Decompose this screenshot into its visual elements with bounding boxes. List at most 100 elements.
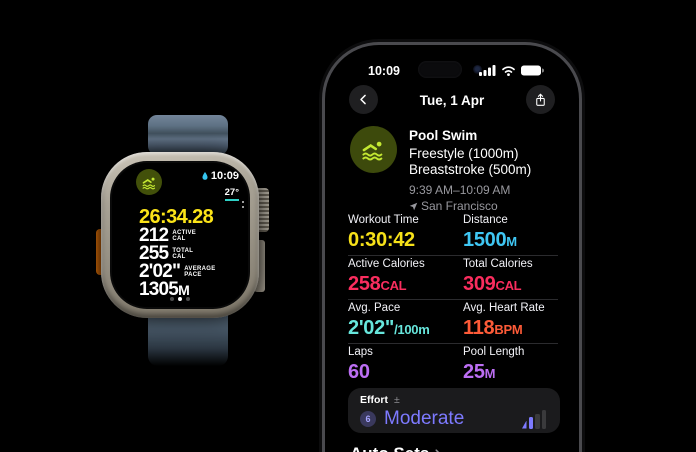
metric-value: 2'02"/100m bbox=[348, 317, 430, 339]
swimmer-icon bbox=[362, 141, 383, 161]
watch-metrics: 26:34.28 212 ACTIVE CAL 255 TOTAL CAL bbox=[139, 206, 216, 300]
metric-pool-length: Pool Length 25M bbox=[463, 344, 558, 387]
metric-value: 255 bbox=[139, 243, 169, 264]
share-icon bbox=[536, 93, 545, 106]
workout-detail-1: Freestyle (1000m) bbox=[409, 146, 519, 161]
metric-label: AVERAGE PACE bbox=[184, 265, 216, 279]
phone-volume-down-button bbox=[321, 202, 324, 230]
separator bbox=[348, 343, 558, 344]
metric-label: Active Calories bbox=[348, 258, 425, 270]
metric-label: Workout Time bbox=[348, 214, 419, 226]
metric-value: 1500M bbox=[463, 229, 517, 251]
effort-label: Effort bbox=[360, 394, 388, 406]
watch-metric-total-cal: 255 TOTAL CAL bbox=[139, 243, 216, 264]
effort-card[interactable]: Effort ± 6 Moderate bbox=[348, 388, 560, 433]
metric-value: 258CAL bbox=[348, 273, 407, 295]
metric-value: 1305 bbox=[139, 279, 179, 300]
effort-bars-icon bbox=[522, 409, 546, 429]
phone-side-button bbox=[580, 203, 583, 263]
metrics-grid: Workout Time 0:30:42 Distance 1500M Acti… bbox=[348, 212, 558, 387]
watch-page-indicator bbox=[112, 297, 248, 301]
page-title: Tue, 1 Apr bbox=[419, 93, 485, 108]
separator bbox=[348, 255, 558, 256]
metrics-row: Workout Time 0:30:42 Distance 1500M bbox=[348, 212, 558, 255]
elapsed-time: 26:34.28 bbox=[139, 206, 214, 228]
metric-avg-pace: Avg. Pace 2'02"/100m bbox=[348, 300, 463, 343]
metric-unit: M bbox=[178, 282, 190, 298]
metric-total-calories: Total Calories 309CAL bbox=[463, 256, 558, 299]
metrics-row: Avg. Pace 2'02"/100m Avg. Heart Rate 118… bbox=[348, 300, 558, 343]
share-button[interactable] bbox=[526, 85, 555, 114]
workout-details: Freestyle (1000m) Breaststroke (500m) bbox=[409, 146, 531, 177]
wifi-icon bbox=[502, 66, 515, 76]
effort-adjust-icon: ± bbox=[394, 394, 400, 406]
workout-location-row: San Francisco bbox=[409, 199, 531, 213]
swimmer-icon bbox=[142, 177, 155, 189]
metric-laps: Laps 60 bbox=[348, 344, 463, 387]
phone-screen: 10:09 bbox=[332, 52, 572, 452]
metric-label: Avg. Heart Rate bbox=[463, 302, 545, 314]
workout-location: San Francisco bbox=[421, 199, 498, 213]
watch-side-button bbox=[254, 240, 265, 292]
metric-label: Distance bbox=[463, 214, 508, 226]
metrics-row: Active Calories 258CAL Total Calories 30… bbox=[348, 256, 558, 299]
phone-volume-up-button bbox=[321, 168, 324, 196]
metric-value: 2'02" bbox=[139, 261, 181, 282]
water-temperature: 27° bbox=[224, 187, 239, 201]
metric-label: Total Calories bbox=[463, 258, 533, 270]
metric-value: 25M bbox=[463, 361, 496, 383]
separator bbox=[348, 299, 558, 300]
workout-summary: Pool Swim Freestyle (1000m) Breaststroke… bbox=[409, 128, 531, 213]
metric-active-calories: Active Calories 258CAL bbox=[348, 256, 463, 299]
status-icons bbox=[479, 65, 544, 76]
watch-band-top bbox=[148, 115, 228, 155]
metric-value: 60 bbox=[348, 361, 370, 383]
metric-label: Laps bbox=[348, 346, 373, 358]
iphone: 10:09 bbox=[321, 45, 583, 452]
metric-workout-time: Workout Time 0:30:42 bbox=[348, 212, 463, 255]
workout-avatar bbox=[350, 126, 397, 173]
back-button[interactable] bbox=[349, 85, 378, 114]
metrics-row: Laps 60 Pool Length 25M bbox=[348, 344, 558, 387]
crown-indicator-dots bbox=[242, 201, 244, 208]
watch-case: 10:09 27° 26:34.28 212 ACTIVE CAL 255 bbox=[101, 152, 259, 318]
watch-metric-distance: 1305 M bbox=[139, 279, 216, 300]
metric-value: 0:30:42 bbox=[348, 229, 415, 251]
battery-icon bbox=[521, 65, 544, 76]
auto-sets-label: Auto Sets bbox=[350, 444, 429, 452]
metric-label: Pool Length bbox=[463, 346, 525, 358]
cellular-signal-icon bbox=[479, 65, 496, 76]
chevron-left-icon bbox=[360, 94, 366, 105]
effort-rating: Moderate bbox=[384, 408, 465, 429]
chevron-right-icon bbox=[435, 449, 440, 452]
metric-value: 309CAL bbox=[463, 273, 522, 295]
phone-action-button bbox=[321, 140, 324, 154]
watch-action-button bbox=[96, 229, 105, 275]
workout-type: Pool Swim bbox=[409, 128, 478, 143]
status-time: 10:09 bbox=[368, 64, 400, 78]
watch-metric-avg-pace: 2'02" AVERAGE PACE bbox=[139, 261, 216, 282]
dynamic-island bbox=[418, 61, 462, 78]
effort-score-badge: 6 bbox=[360, 411, 376, 427]
watch-statusbar: 10:09 27° bbox=[201, 170, 239, 201]
location-arrow-icon bbox=[409, 202, 418, 210]
metric-value: 212 bbox=[139, 225, 169, 246]
auto-sets-header[interactable]: Auto Sets bbox=[350, 444, 445, 452]
watch-screen: 10:09 27° 26:34.28 212 ACTIVE CAL 255 bbox=[112, 163, 248, 307]
workout-time-range: 9:39 AM–10:09 AM bbox=[409, 183, 511, 197]
watch-metric-active-cal: 212 ACTIVE CAL bbox=[139, 225, 216, 246]
metric-label: Avg. Pace bbox=[348, 302, 401, 314]
watch-clock: 10:09 bbox=[210, 170, 239, 182]
water-drop-icon bbox=[202, 172, 208, 180]
metric-distance: Distance 1500M bbox=[463, 212, 558, 255]
watch-time-row: 10:09 bbox=[201, 170, 239, 182]
workout-detail-2: Breaststroke (500m) bbox=[409, 161, 532, 177]
effort-main: 6 Moderate bbox=[360, 408, 548, 430]
metric-label: ACTIVE CAL bbox=[172, 229, 197, 243]
metric-avg-heart-rate: Avg. Heart Rate 118BPM bbox=[463, 300, 558, 343]
metric-label: TOTAL CAL bbox=[172, 247, 194, 261]
front-camera bbox=[473, 65, 482, 74]
effort-header: Effort ± bbox=[360, 394, 548, 406]
metric-value: 118BPM bbox=[463, 317, 523, 339]
